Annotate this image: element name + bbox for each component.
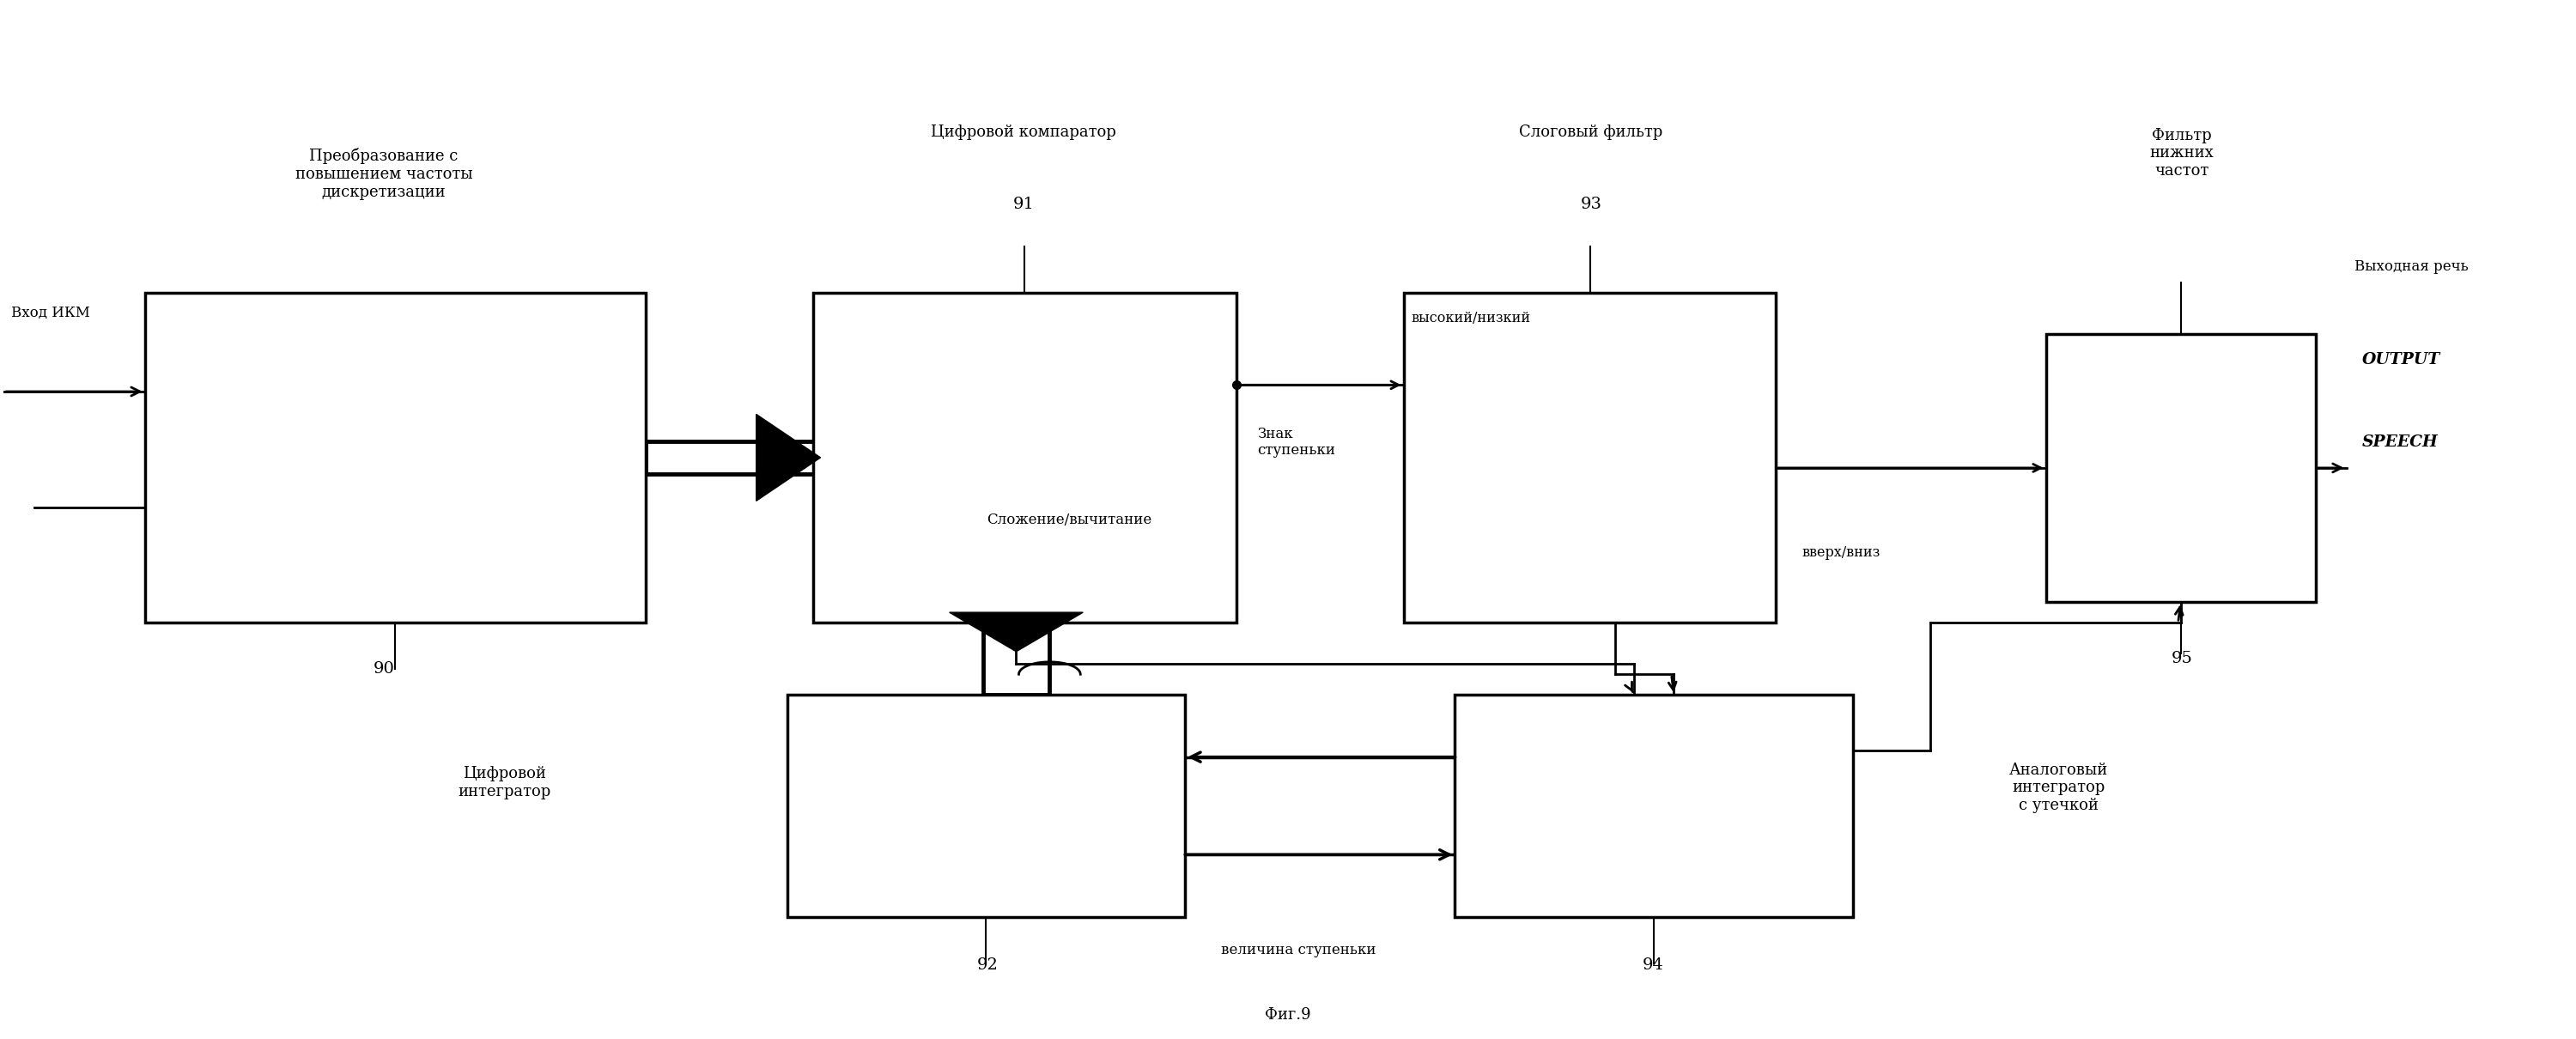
Text: Цифровой компаратор: Цифровой компаратор [930,125,1115,140]
Text: SPEECH: SPEECH [2362,434,2437,450]
Text: Фиг.9: Фиг.9 [1265,1007,1311,1022]
Bar [144,293,647,622]
Bar [2045,334,2316,602]
Polygon shape [757,415,822,501]
Text: 91: 91 [1012,197,1033,213]
Text: 95: 95 [2172,651,2192,667]
Bar [814,293,1236,622]
Text: 90: 90 [374,662,394,676]
Text: 92: 92 [976,958,997,973]
Bar [788,695,1185,916]
Text: Выходная речь: Выходная речь [2354,260,2468,274]
Bar [1404,293,1775,622]
Text: Фильтр
нижних
частот: Фильтр нижних частот [2151,128,2213,179]
Bar [1455,695,1852,916]
Polygon shape [951,612,1082,651]
Text: Вход ИКМ: Вход ИКМ [10,305,90,320]
Text: Сложение/вычитание: Сложение/вычитание [987,512,1151,527]
Text: высокий/низкий: высокий/низкий [1412,311,1530,325]
Text: величина ступеньки: величина ступеньки [1221,942,1376,957]
Text: 93: 93 [1582,197,1602,213]
Text: Аналоговый
интегратор
с утечкой: Аналоговый интегратор с утечкой [2009,763,2107,814]
Text: 94: 94 [1641,958,1664,973]
Text: Цифровой
интегратор: Цифровой интегратор [459,766,551,799]
Text: Знак
ступеньки: Знак ступеньки [1257,426,1334,458]
Text: OUTPUT: OUTPUT [2362,352,2439,368]
Text: вверх/вниз: вверх/вниз [1801,545,1880,560]
Text: Слоговый фильтр: Слоговый фильтр [1520,125,1664,140]
Text: Преобразование с
повышением частоты
дискретизации: Преобразование с повышением частоты диск… [296,148,471,199]
